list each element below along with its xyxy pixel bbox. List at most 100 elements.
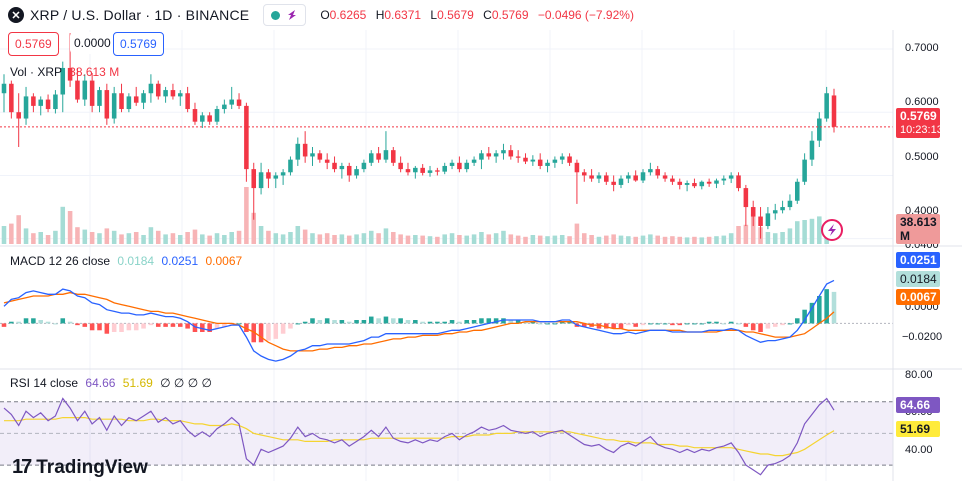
macd-legend[interactable]: MACD 12 26 close 0.0184 0.0251 0.0067 — [10, 254, 242, 268]
tradingview-mark-icon: 17 — [12, 456, 32, 478]
volume-bar — [376, 233, 381, 244]
volume-bar — [604, 235, 609, 244]
candle-body — [38, 99, 44, 106]
macd-histogram-bar — [207, 323, 212, 332]
macd-histogram-bar — [743, 323, 749, 327]
candle-body — [604, 175, 609, 182]
volume-bar — [581, 233, 587, 244]
volume-bar — [75, 227, 80, 244]
candle-body — [398, 162, 403, 170]
volume-bar — [23, 228, 29, 244]
volume-bar — [178, 235, 183, 244]
volume-bar — [728, 233, 734, 244]
candle-body — [178, 93, 183, 97]
market-status-badge[interactable] — [263, 4, 307, 26]
close-key: C — [483, 8, 492, 22]
volume-bar — [141, 235, 146, 244]
lightning-icon[interactable] — [821, 219, 843, 241]
volume-bar — [266, 230, 271, 244]
volume-bar — [464, 235, 470, 244]
macd-histogram-bar — [170, 323, 176, 327]
macd-histogram-bar — [457, 321, 462, 324]
macd-histogram-bar — [552, 323, 558, 325]
candle-body — [82, 80, 88, 100]
candle-body — [368, 153, 374, 163]
macd-histogram-bar — [493, 318, 499, 324]
volume-bar — [288, 232, 293, 244]
macd-histogram-bar — [427, 321, 433, 324]
volume-bar — [45, 235, 51, 244]
macd-histogram-bar — [383, 316, 389, 324]
open-value: 0.6265 — [329, 8, 367, 22]
volume-bar — [148, 227, 154, 244]
macd-histogram-bar — [368, 316, 374, 324]
macd-histogram-bar — [728, 321, 734, 324]
macd-histogram-bar — [670, 323, 675, 326]
macd-histogram-bar — [266, 323, 271, 341]
volume-bar — [442, 234, 447, 244]
macd-histogram-bar — [750, 323, 756, 331]
macd-histogram-bar — [67, 321, 73, 324]
volume-bar — [427, 236, 433, 244]
tradingview-logo[interactable]: 17 TradingView — [12, 456, 148, 479]
candle-body — [706, 181, 712, 184]
macd-histogram-bar — [236, 323, 242, 325]
volume-bar — [501, 230, 506, 244]
volume-bar — [780, 232, 785, 244]
volume-bar — [302, 229, 308, 244]
rsi-pane — [0, 397, 893, 476]
candle-body — [493, 153, 499, 157]
low-key: L — [430, 8, 438, 22]
sell-price-button[interactable]: 0.5769 — [8, 32, 59, 56]
candle-body — [515, 156, 521, 158]
macd-histogram-bar — [545, 323, 550, 325]
macd-histogram-bar — [155, 323, 161, 327]
volume-bar — [82, 229, 88, 244]
volume-bar — [706, 236, 712, 244]
candle-body — [662, 175, 668, 179]
symbol-title[interactable]: XRP / U.S. Dollar · 1D · BINANCE — [30, 7, 250, 23]
volume-bar — [133, 232, 139, 244]
rsi-legend[interactable]: RSI 14 close 64.66 51.69 ∅ ∅ ∅ ∅ — [10, 376, 212, 390]
candle-body — [486, 153, 492, 157]
macd-histogram-bar — [662, 323, 668, 325]
candle-body — [545, 162, 550, 166]
candle-body — [251, 169, 257, 189]
volume-bar — [486, 234, 492, 244]
macd-histogram-bar — [354, 320, 359, 324]
candle-body — [104, 90, 110, 119]
volume-bar — [53, 230, 58, 244]
candle-body — [266, 172, 271, 179]
candle-body — [552, 159, 558, 163]
volume-bar — [9, 223, 14, 244]
open-key: O — [320, 8, 330, 22]
candle-body — [457, 162, 462, 170]
candle-body — [302, 143, 308, 157]
volume-bar — [89, 232, 95, 244]
candle-body — [317, 153, 323, 160]
volume-bar — [552, 235, 558, 244]
volume-bar — [493, 233, 499, 244]
volume-bar — [185, 232, 190, 244]
macd-histogram-bar — [721, 323, 727, 325]
close-value: 0.5769 — [491, 8, 529, 22]
volume-bar — [111, 230, 117, 244]
volume-bar — [324, 233, 330, 244]
candle-body — [655, 169, 660, 176]
volume-bar — [809, 218, 815, 244]
macd-histogram-bar — [824, 289, 829, 324]
macd-histogram-bar — [89, 323, 95, 331]
macd-histogram-bar — [104, 323, 110, 334]
candle-body — [530, 159, 536, 162]
macd-histogram-bar — [655, 323, 660, 325]
candle-body — [163, 90, 168, 97]
candle-body — [802, 159, 807, 182]
volume-bar — [787, 228, 793, 244]
buy-price-button[interactable]: 0.5769 — [113, 32, 164, 56]
candle-body — [721, 178, 727, 181]
volume-bar — [670, 236, 675, 244]
volume-bar — [280, 234, 286, 244]
macd-histogram-bar — [185, 323, 190, 329]
candle-body — [141, 93, 146, 103]
